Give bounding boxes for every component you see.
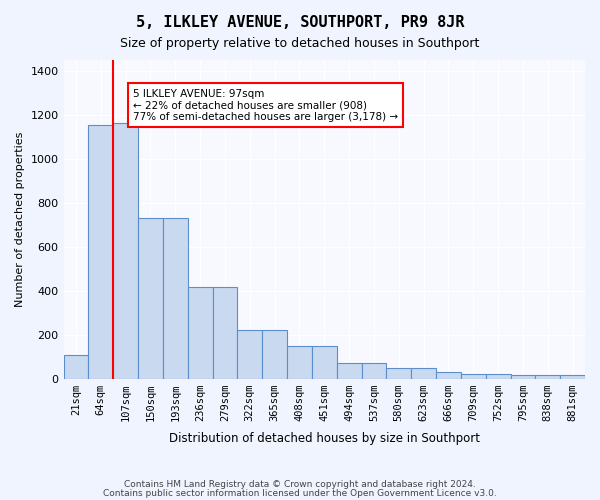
Bar xyxy=(337,363,362,378)
Text: Contains public sector information licensed under the Open Government Licence v3: Contains public sector information licen… xyxy=(103,488,497,498)
Bar xyxy=(163,218,188,378)
Bar xyxy=(188,288,212,378)
Bar xyxy=(485,374,511,378)
Bar xyxy=(113,122,138,378)
Bar xyxy=(511,375,535,378)
Text: Contains HM Land Registry data © Crown copyright and database right 2024.: Contains HM Land Registry data © Crown c… xyxy=(124,480,476,489)
Bar xyxy=(262,330,287,378)
Bar xyxy=(287,346,312,378)
Bar xyxy=(138,218,163,378)
Text: Size of property relative to detached houses in Southport: Size of property relative to detached ho… xyxy=(121,38,479,51)
Bar xyxy=(386,368,411,378)
Bar xyxy=(411,368,436,378)
Bar xyxy=(88,125,113,378)
Bar xyxy=(461,374,485,378)
Bar xyxy=(212,288,238,378)
Bar xyxy=(560,375,585,378)
Bar xyxy=(312,346,337,378)
Text: 5 ILKLEY AVENUE: 97sqm
← 22% of detached houses are smaller (908)
77% of semi-de: 5 ILKLEY AVENUE: 97sqm ← 22% of detached… xyxy=(133,88,398,122)
Bar xyxy=(535,375,560,378)
Bar xyxy=(436,372,461,378)
X-axis label: Distribution of detached houses by size in Southport: Distribution of detached houses by size … xyxy=(169,432,480,445)
Y-axis label: Number of detached properties: Number of detached properties xyxy=(15,132,25,307)
Bar xyxy=(64,356,88,378)
Bar xyxy=(362,363,386,378)
Text: 5, ILKLEY AVENUE, SOUTHPORT, PR9 8JR: 5, ILKLEY AVENUE, SOUTHPORT, PR9 8JR xyxy=(136,15,464,30)
Bar xyxy=(238,330,262,378)
